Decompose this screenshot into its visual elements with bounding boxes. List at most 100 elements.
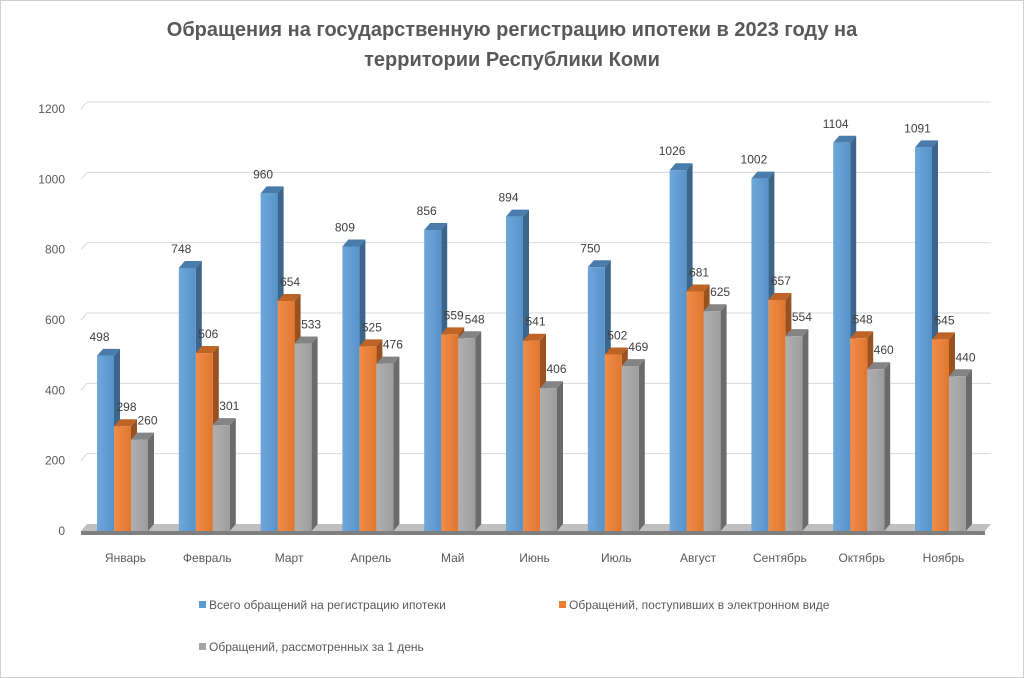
legend: Всего обращений на регистрацию ипотеки Об… — [199, 598, 830, 654]
bar — [785, 329, 809, 531]
data-label: 1026 — [659, 144, 686, 158]
bar-top — [424, 222, 448, 230]
bar-top — [441, 327, 465, 335]
bar-front — [540, 388, 557, 531]
data-label: 625 — [710, 285, 730, 299]
bar-front — [506, 216, 523, 532]
bar-top — [768, 292, 792, 300]
data-label: 1104 — [823, 117, 849, 131]
bar-front — [97, 355, 114, 531]
bar-top — [294, 336, 318, 344]
bar-front — [932, 339, 949, 531]
bar-front — [621, 366, 639, 531]
bar-front — [523, 340, 540, 531]
data-label: 545 — [934, 313, 954, 327]
data-label: 554 — [792, 310, 812, 324]
bar-side — [393, 356, 400, 531]
legend-item: Обращений, рассмотренных за 1 день — [199, 640, 424, 654]
y-tick-label: 400 — [45, 383, 65, 397]
bar-front — [669, 170, 687, 531]
bar-top — [277, 294, 301, 302]
bar-top — [131, 432, 154, 440]
bar-side — [148, 432, 154, 531]
data-label: 502 — [607, 328, 627, 342]
bar-front — [277, 301, 295, 531]
bar-top — [359, 339, 383, 347]
y-tick-label: 1000 — [38, 172, 65, 186]
bar-side — [475, 331, 482, 531]
gridline-side — [80, 312, 88, 321]
x-tick-label: Март — [275, 551, 304, 565]
bar-front — [949, 376, 966, 531]
bar-side — [802, 329, 809, 531]
bar-top — [785, 329, 809, 337]
data-label: 260 — [137, 414, 157, 428]
bar-top — [621, 359, 645, 367]
bar-top — [751, 171, 775, 179]
data-label: 654 — [280, 275, 300, 289]
legend-label: Всего обращений на регистрацию ипотеки — [209, 598, 446, 612]
bar-top — [703, 304, 727, 312]
data-label: 469 — [628, 340, 648, 354]
bar — [703, 304, 727, 531]
bar-front — [768, 299, 786, 531]
gridline-side — [80, 453, 88, 461]
data-label: 750 — [580, 241, 600, 255]
bar-front — [785, 336, 803, 531]
bar-front — [294, 343, 312, 531]
data-label: 298 — [116, 400, 136, 414]
bar — [294, 336, 318, 531]
data-label: 506 — [198, 327, 218, 341]
legend-item: Всего обращений на регистрацию ипотеки — [199, 598, 446, 612]
bars — [97, 135, 972, 532]
bar — [867, 362, 891, 531]
floor-front — [81, 531, 985, 535]
x-tick-label: Февраль — [183, 551, 232, 565]
bar-top — [260, 186, 284, 194]
bar-front — [376, 363, 394, 531]
data-label: 809 — [335, 221, 355, 235]
x-tick-label: Май — [441, 551, 465, 565]
bar-front — [195, 353, 213, 531]
y-tick-label: 800 — [45, 243, 65, 257]
legend-label: Обращений, рассмотренных за 1 день — [209, 640, 424, 654]
data-label: 498 — [89, 330, 109, 344]
bar-front — [833, 142, 851, 531]
x-tick-label: Январь — [105, 551, 146, 565]
data-label: 894 — [498, 191, 518, 205]
bar-side — [966, 369, 972, 531]
bar-front — [131, 439, 148, 531]
data-label: 301 — [219, 399, 239, 413]
y-tick-label: 1200 — [38, 102, 65, 116]
bar-top — [195, 346, 219, 354]
bar-top — [342, 239, 366, 247]
bar-top — [669, 163, 693, 171]
bar — [949, 369, 972, 531]
bar — [621, 359, 645, 531]
bar-front — [212, 425, 230, 531]
bar-top — [833, 135, 857, 143]
bar-front — [359, 346, 377, 531]
legend-swatch — [559, 601, 566, 608]
data-label: 748 — [171, 242, 191, 256]
legend-label: Обращений, поступивших в электронном вид… — [569, 598, 830, 612]
bar-front — [587, 267, 605, 531]
data-label: 476 — [383, 338, 403, 352]
bar-top — [97, 348, 120, 356]
x-tick-label: Август — [680, 551, 717, 565]
x-axis-ticks: Январь Февраль Март Апрель Май Июнь Июль Август… — [105, 551, 964, 565]
legend-item: Обращений, поступивших в электронном вид… — [559, 598, 830, 612]
x-tick-label: Июль — [601, 551, 632, 565]
bar-front — [751, 178, 769, 531]
bar-top — [212, 418, 236, 426]
bar-top — [604, 347, 628, 355]
bar-front — [686, 291, 704, 531]
data-label: 548 — [465, 312, 485, 326]
bar-top — [376, 356, 400, 364]
gridline-side — [80, 242, 88, 250]
bar-top — [915, 140, 938, 148]
bar-top — [587, 260, 611, 268]
data-label: 559 — [444, 308, 464, 322]
